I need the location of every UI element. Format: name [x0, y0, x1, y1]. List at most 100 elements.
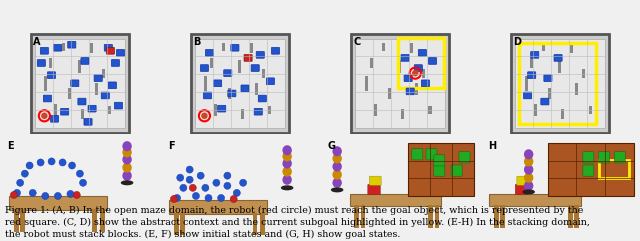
FancyBboxPatch shape: [268, 106, 271, 114]
Ellipse shape: [21, 170, 28, 177]
FancyBboxPatch shape: [262, 69, 266, 78]
FancyBboxPatch shape: [459, 152, 470, 163]
FancyBboxPatch shape: [68, 41, 76, 48]
FancyBboxPatch shape: [388, 88, 391, 99]
FancyBboxPatch shape: [583, 165, 594, 176]
FancyBboxPatch shape: [548, 143, 634, 196]
Ellipse shape: [282, 145, 292, 155]
FancyBboxPatch shape: [548, 88, 551, 99]
Ellipse shape: [224, 182, 231, 189]
Ellipse shape: [121, 180, 133, 185]
FancyBboxPatch shape: [254, 108, 262, 115]
Ellipse shape: [170, 195, 177, 202]
FancyBboxPatch shape: [244, 54, 252, 61]
FancyBboxPatch shape: [266, 78, 275, 85]
FancyBboxPatch shape: [554, 54, 562, 61]
FancyBboxPatch shape: [426, 149, 437, 160]
FancyBboxPatch shape: [434, 165, 445, 176]
FancyBboxPatch shape: [195, 39, 285, 128]
Ellipse shape: [42, 192, 49, 200]
FancyBboxPatch shape: [412, 149, 423, 160]
FancyBboxPatch shape: [51, 115, 59, 122]
FancyBboxPatch shape: [78, 98, 86, 105]
FancyBboxPatch shape: [349, 194, 441, 206]
FancyBboxPatch shape: [382, 43, 385, 51]
FancyBboxPatch shape: [205, 49, 214, 56]
FancyBboxPatch shape: [78, 60, 81, 73]
FancyBboxPatch shape: [541, 98, 549, 105]
Ellipse shape: [282, 167, 292, 177]
FancyBboxPatch shape: [68, 88, 71, 99]
FancyBboxPatch shape: [95, 83, 98, 95]
FancyBboxPatch shape: [31, 34, 129, 133]
FancyBboxPatch shape: [422, 69, 426, 78]
FancyBboxPatch shape: [251, 65, 259, 71]
Ellipse shape: [59, 159, 66, 166]
Ellipse shape: [186, 176, 193, 183]
Ellipse shape: [26, 162, 33, 169]
FancyBboxPatch shape: [241, 109, 244, 119]
FancyBboxPatch shape: [100, 209, 105, 233]
FancyBboxPatch shape: [104, 44, 113, 51]
FancyBboxPatch shape: [401, 109, 404, 119]
FancyBboxPatch shape: [410, 43, 413, 53]
Text: C: C: [353, 37, 360, 47]
FancyBboxPatch shape: [598, 152, 610, 163]
Ellipse shape: [332, 153, 342, 163]
Ellipse shape: [239, 179, 246, 186]
Ellipse shape: [213, 179, 220, 186]
FancyBboxPatch shape: [231, 44, 239, 51]
Circle shape: [413, 71, 418, 76]
FancyBboxPatch shape: [570, 43, 573, 53]
FancyBboxPatch shape: [527, 72, 536, 79]
Circle shape: [42, 113, 47, 118]
FancyBboxPatch shape: [355, 205, 359, 228]
FancyBboxPatch shape: [106, 47, 115, 54]
FancyBboxPatch shape: [398, 60, 401, 73]
FancyBboxPatch shape: [421, 80, 429, 87]
Ellipse shape: [122, 147, 132, 157]
FancyBboxPatch shape: [191, 34, 289, 133]
FancyBboxPatch shape: [404, 75, 412, 81]
Text: E: E: [8, 141, 14, 151]
FancyBboxPatch shape: [92, 209, 97, 233]
FancyBboxPatch shape: [582, 69, 586, 78]
FancyBboxPatch shape: [534, 104, 537, 116]
Ellipse shape: [68, 162, 76, 169]
FancyBboxPatch shape: [434, 155, 445, 166]
FancyBboxPatch shape: [35, 39, 125, 128]
FancyBboxPatch shape: [374, 104, 377, 116]
FancyBboxPatch shape: [271, 47, 280, 54]
FancyBboxPatch shape: [221, 43, 225, 51]
Ellipse shape: [230, 195, 237, 202]
FancyBboxPatch shape: [180, 213, 185, 234]
FancyBboxPatch shape: [568, 205, 573, 228]
FancyBboxPatch shape: [515, 39, 605, 128]
Ellipse shape: [13, 189, 20, 196]
Ellipse shape: [122, 141, 132, 151]
Text: A: A: [33, 37, 41, 47]
FancyBboxPatch shape: [44, 95, 51, 102]
FancyBboxPatch shape: [494, 205, 499, 228]
Ellipse shape: [332, 178, 342, 188]
FancyBboxPatch shape: [369, 58, 372, 68]
Ellipse shape: [180, 184, 187, 191]
FancyBboxPatch shape: [200, 65, 209, 71]
FancyBboxPatch shape: [558, 60, 561, 73]
FancyBboxPatch shape: [542, 43, 545, 51]
FancyBboxPatch shape: [544, 75, 552, 81]
Text: H: H: [488, 141, 496, 151]
FancyBboxPatch shape: [81, 58, 89, 64]
FancyBboxPatch shape: [241, 85, 249, 92]
FancyBboxPatch shape: [574, 205, 579, 228]
FancyBboxPatch shape: [368, 184, 380, 194]
FancyBboxPatch shape: [209, 58, 212, 68]
FancyBboxPatch shape: [111, 60, 120, 66]
Ellipse shape: [332, 161, 342, 172]
FancyBboxPatch shape: [428, 58, 436, 64]
FancyBboxPatch shape: [44, 76, 47, 91]
FancyBboxPatch shape: [428, 106, 431, 114]
Text: G: G: [328, 141, 336, 151]
FancyBboxPatch shape: [500, 205, 505, 228]
FancyBboxPatch shape: [517, 176, 529, 185]
